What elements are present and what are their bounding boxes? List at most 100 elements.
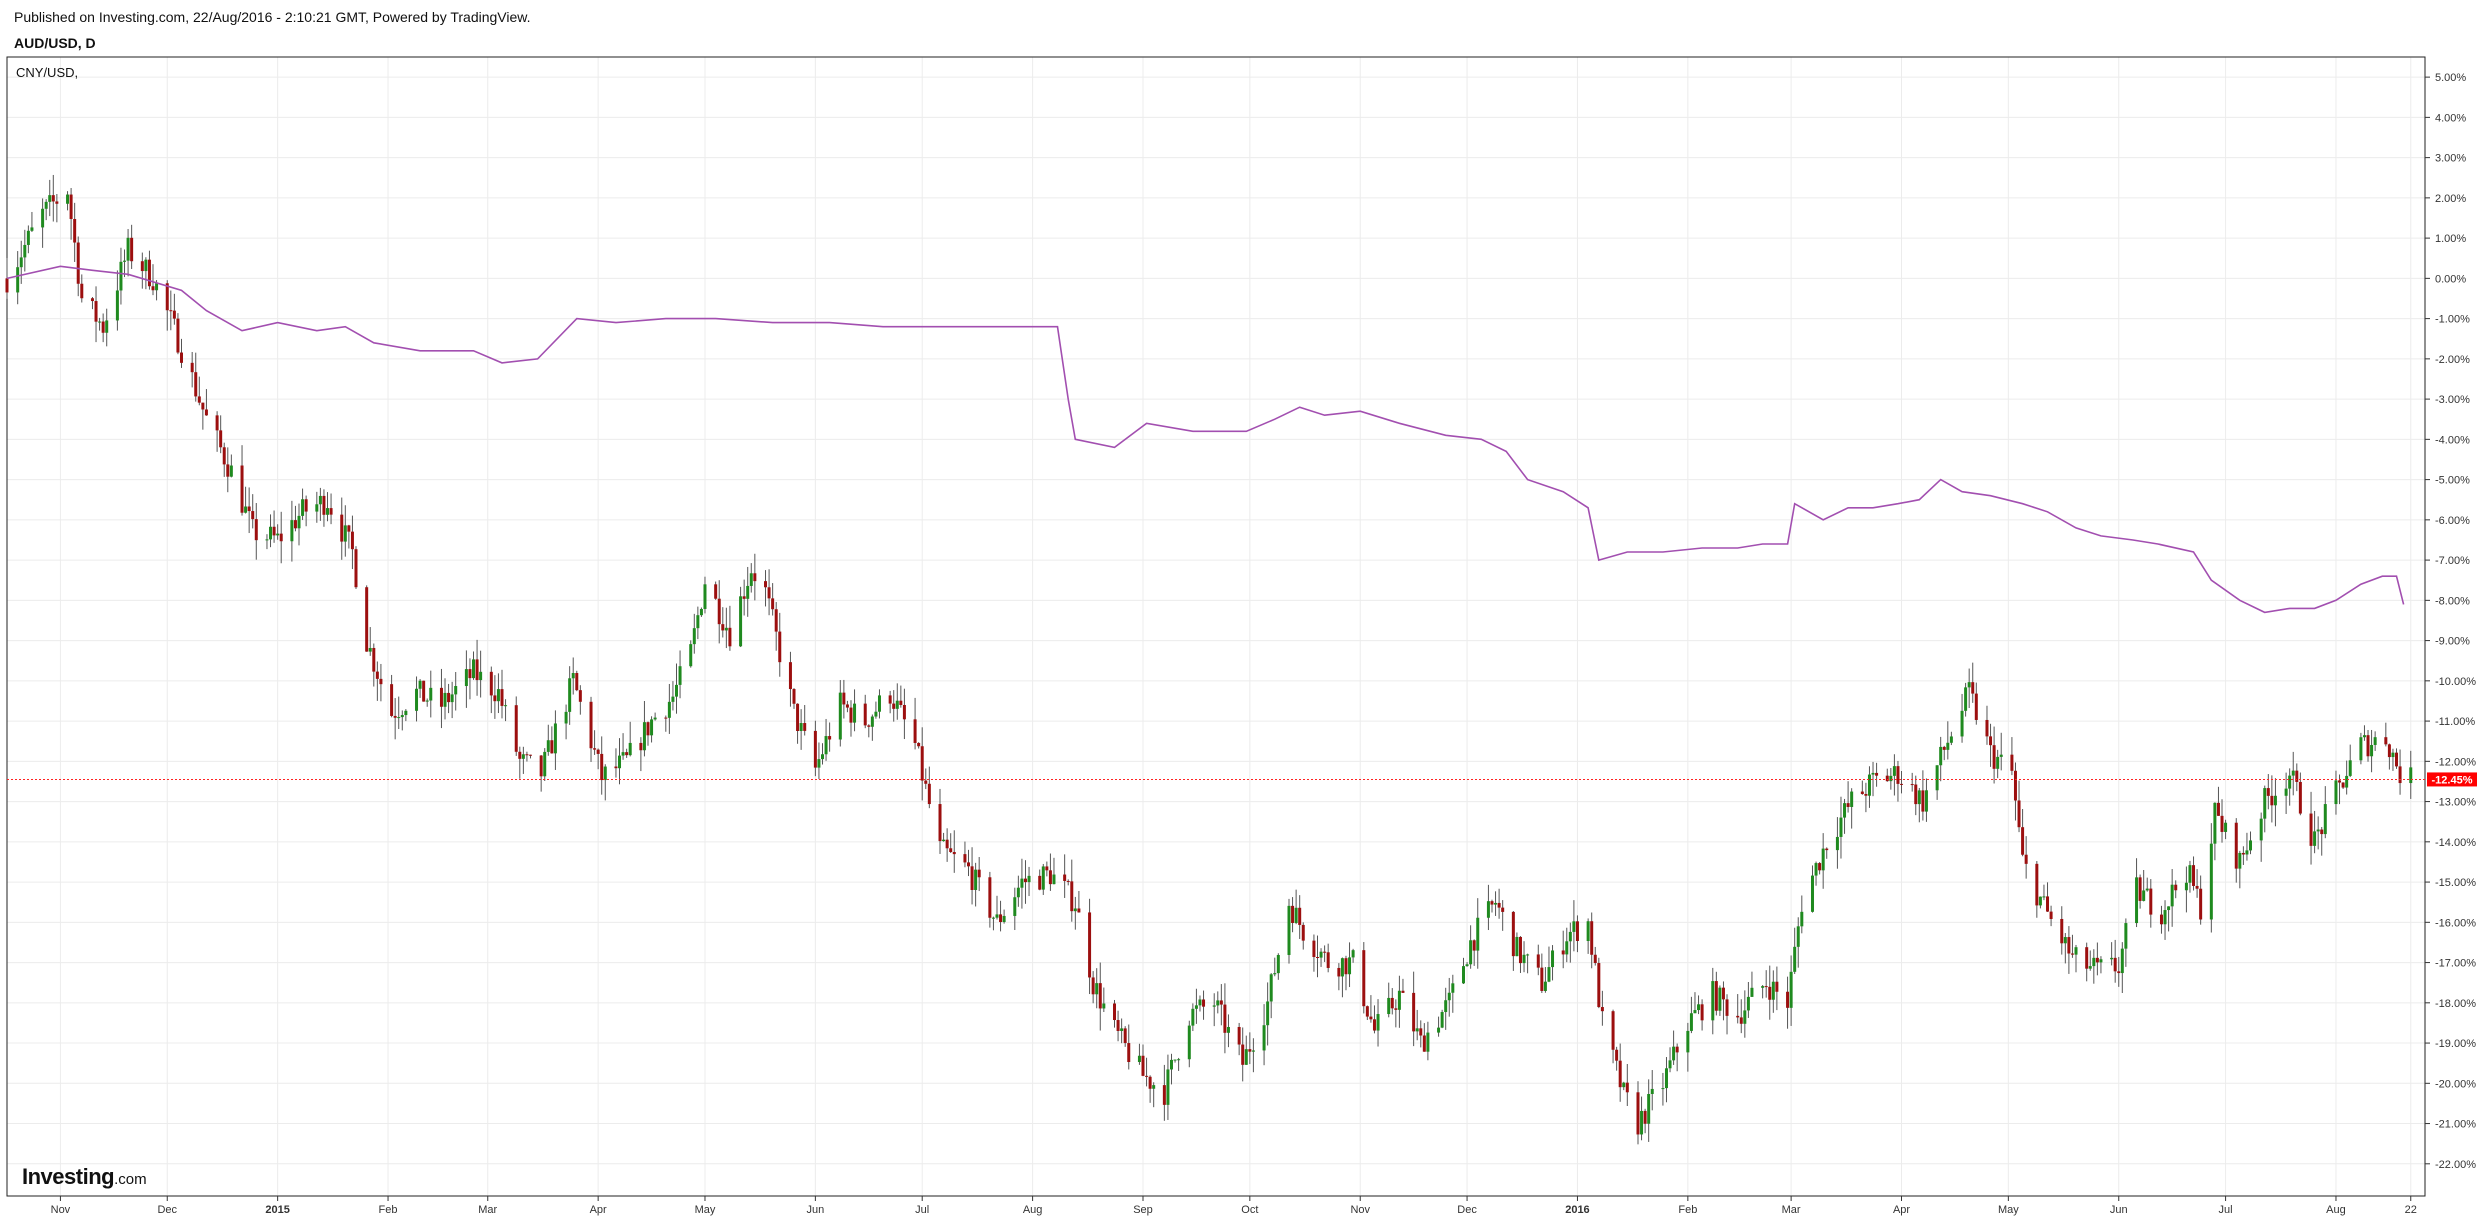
candle-up <box>689 644 693 667</box>
candle-up <box>2334 780 2338 805</box>
candle-up <box>1376 1014 1380 1031</box>
candle-up <box>1796 926 1800 947</box>
candle-up <box>429 687 433 701</box>
candle-down <box>2085 947 2089 969</box>
candle-up <box>1650 1088 1654 1095</box>
candle-up <box>1194 1005 1198 1009</box>
candle-down <box>952 852 956 855</box>
candle-up <box>244 506 248 513</box>
y-axis: 5.00% 4.00% 3.00% 2.00% 1.00% 0.00% -1.00% -2.0… <box>2425 72 2476 1171</box>
y-tick-label: -5.00% <box>2435 475 2470 487</box>
candle-down <box>2159 914 2163 925</box>
candle-down <box>1241 1044 1245 1065</box>
candle-down <box>90 298 94 302</box>
x-tick-label: Jun <box>806 1204 824 1216</box>
candle-up <box>98 321 102 323</box>
candle-down <box>304 499 308 512</box>
candle-up <box>1949 736 1953 743</box>
candle-up <box>1547 967 1551 982</box>
candle-down <box>1066 880 1070 882</box>
candle-down <box>350 531 354 550</box>
candle-down <box>2320 829 2324 835</box>
candle-up <box>318 495 322 505</box>
candle-down <box>1141 1055 1145 1076</box>
candle-up <box>2249 840 2253 851</box>
y-tick-label: -13.00% <box>2435 797 2476 809</box>
candle-down <box>1219 1000 1223 1005</box>
candle-down <box>130 237 134 262</box>
candle-down <box>2298 781 2302 814</box>
candle-up <box>265 539 269 541</box>
candle-down <box>963 854 967 863</box>
candle-up <box>1461 966 1465 984</box>
candle-up <box>1437 1027 1441 1033</box>
candle-down <box>1590 921 1594 955</box>
x-tick-label: Oct <box>1241 1204 1258 1216</box>
candle-down <box>813 730 817 768</box>
candle-down <box>1714 981 1718 1011</box>
candle-up <box>19 257 23 268</box>
candle-down <box>1540 967 1544 991</box>
candle-down <box>525 754 529 756</box>
candle-down <box>664 717 668 719</box>
candle-down <box>2013 770 2017 801</box>
candle-up <box>1294 907 1298 923</box>
candle-down <box>589 701 593 749</box>
candle-down <box>329 508 333 515</box>
candle-up <box>1244 1049 1248 1065</box>
candle-down <box>251 511 255 520</box>
y-tick-label: -17.00% <box>2435 958 2476 970</box>
logo-tld: .com <box>114 1171 147 1188</box>
candle-up <box>1415 1028 1419 1032</box>
candle-up <box>1565 941 1569 955</box>
candle-up <box>1718 987 1722 1011</box>
candle-up <box>2074 947 2078 955</box>
candle-up <box>2124 923 2128 949</box>
candle-down <box>1875 772 1879 776</box>
candle-down <box>600 753 604 781</box>
candle-down <box>2070 953 2074 955</box>
y-tick-label: -11.00% <box>2435 716 2475 728</box>
candle-up <box>123 260 127 262</box>
candle-up <box>290 520 294 542</box>
candle-down <box>1326 952 1330 968</box>
candle-up <box>2345 775 2349 788</box>
candle-up <box>41 208 45 228</box>
candle-up <box>2370 744 2374 757</box>
y-tick-label: -9.00% <box>2435 636 2470 648</box>
y-tick-label: -12.00% <box>2435 756 2476 768</box>
candle-down <box>1116 1020 1120 1031</box>
candle-down <box>1846 803 1850 807</box>
x-tick-label: Nov <box>51 1204 71 1216</box>
candle-down <box>2117 971 2121 974</box>
candle-up <box>1800 911 1804 927</box>
candle-down <box>1611 1011 1615 1050</box>
candle-up <box>48 195 52 202</box>
candle-up <box>2316 829 2320 832</box>
candle-up <box>1027 875 1031 883</box>
y-tick-label: -14.00% <box>2435 837 2476 849</box>
candle-up <box>877 695 881 712</box>
candle-up <box>2063 937 2067 944</box>
candle-down <box>1412 992 1416 1032</box>
candle-down <box>1291 905 1295 923</box>
candle-up <box>650 719 654 736</box>
candle-down <box>863 703 867 726</box>
candle-down <box>625 752 629 756</box>
candle-down <box>2199 888 2203 920</box>
candle-down <box>1394 1008 1398 1010</box>
candle-up <box>504 705 508 707</box>
candle-up <box>1469 940 1473 965</box>
candle-down <box>2049 911 2053 919</box>
candle-down <box>1536 954 1540 968</box>
candle-up <box>1447 992 1451 1001</box>
candle-down <box>2195 885 2199 889</box>
candle-down <box>999 914 1003 923</box>
candle-down <box>2270 795 2274 806</box>
candle-up <box>1397 990 1401 1010</box>
candle-up <box>724 627 728 631</box>
candle-down <box>2387 744 2391 758</box>
candle-up <box>1871 772 1875 775</box>
candle-up <box>1191 1008 1195 1026</box>
